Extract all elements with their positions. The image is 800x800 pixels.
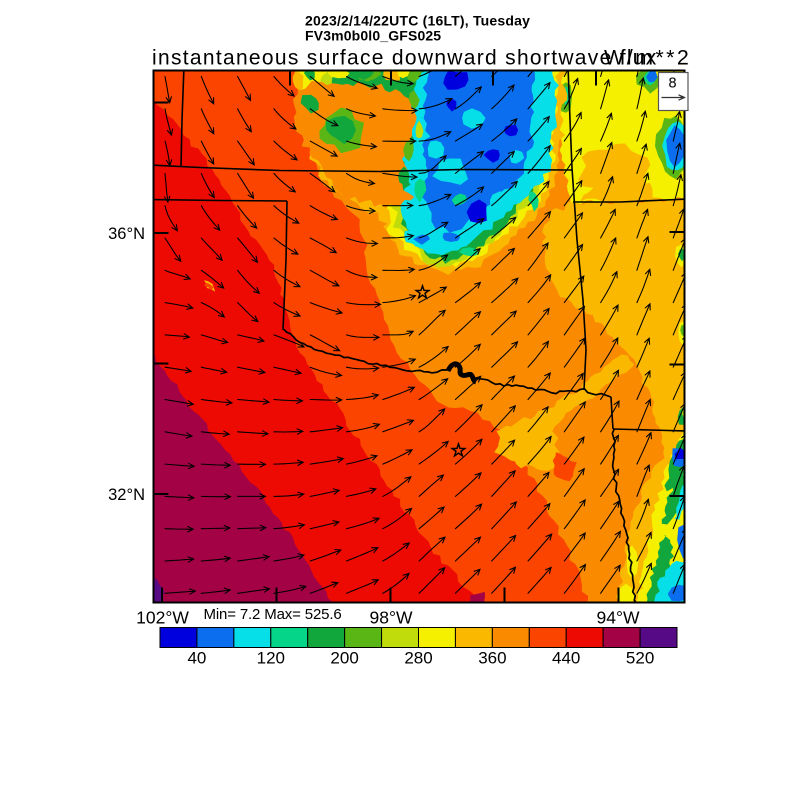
svg-text:98°W: 98°W xyxy=(370,608,413,628)
svg-text:Min= 7.2 Max= 525.6: Min= 7.2 Max= 525.6 xyxy=(204,606,342,623)
svg-text:FV3m0b0l0_GFS025: FV3m0b0l0_GFS025 xyxy=(305,28,441,44)
svg-text:8: 8 xyxy=(668,76,676,92)
svg-text:36°N: 36°N xyxy=(108,225,145,243)
svg-text:120: 120 xyxy=(257,649,285,668)
svg-text:360: 360 xyxy=(478,649,506,668)
svg-text:32°N: 32°N xyxy=(108,486,145,504)
svg-text:instantaneous surface downward: instantaneous surface downward shortwave… xyxy=(152,47,658,70)
svg-text:440: 440 xyxy=(552,649,580,668)
svg-text:520: 520 xyxy=(626,649,654,668)
svg-text:W/m**2: W/m**2 xyxy=(604,46,691,70)
svg-text:280: 280 xyxy=(404,649,432,668)
svg-text:40: 40 xyxy=(187,649,206,668)
svg-text:94°W: 94°W xyxy=(597,608,640,628)
svg-text:102°W: 102°W xyxy=(136,608,189,628)
svg-text:200: 200 xyxy=(330,649,358,668)
svg-text:2023/2/14/22UTC (16LT), Tuesda: 2023/2/14/22UTC (16LT), Tuesday xyxy=(305,13,530,29)
